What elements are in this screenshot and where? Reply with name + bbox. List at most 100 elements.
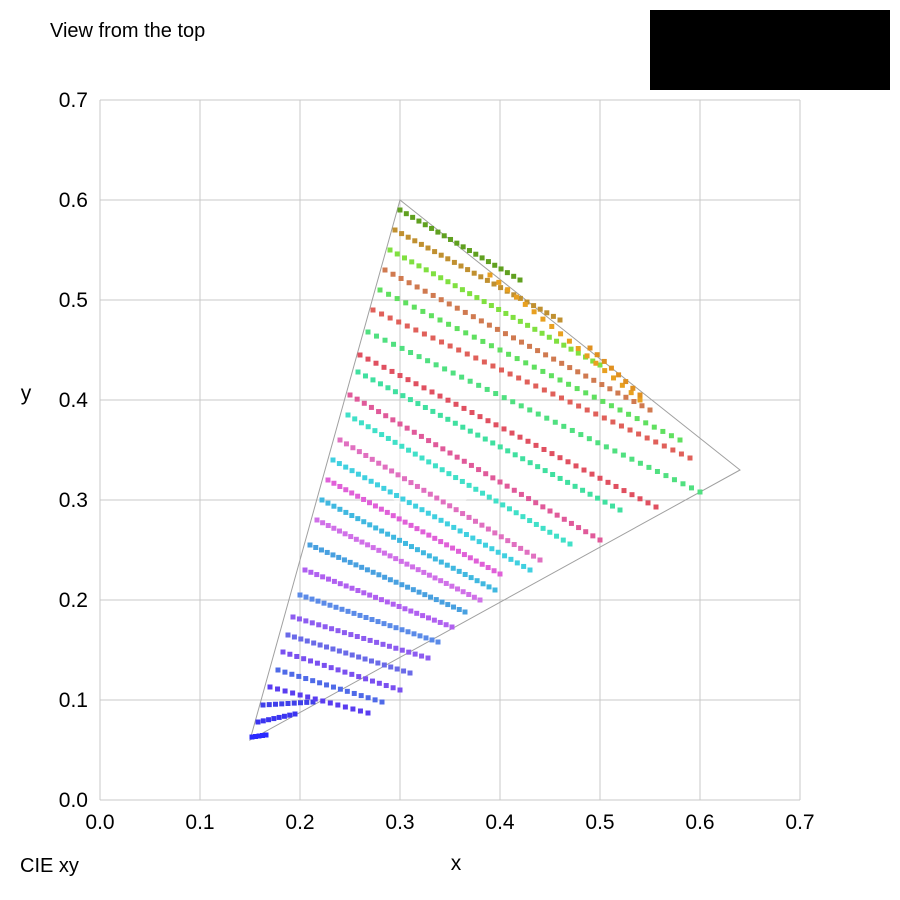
data-point bbox=[399, 627, 405, 633]
data-point bbox=[325, 523, 331, 529]
data-point bbox=[345, 412, 351, 418]
data-point bbox=[335, 667, 341, 673]
data-point bbox=[482, 436, 488, 442]
data-point bbox=[510, 314, 516, 320]
preview-thumbnail[interactable] bbox=[650, 10, 890, 90]
data-point bbox=[279, 701, 285, 707]
data-point bbox=[385, 435, 391, 441]
data-point bbox=[479, 255, 485, 261]
data-point bbox=[540, 316, 546, 322]
data-point bbox=[566, 381, 572, 387]
data-point bbox=[473, 486, 479, 492]
y-tick-label: 0.1 bbox=[59, 689, 88, 712]
data-point bbox=[471, 594, 477, 600]
data-point bbox=[608, 403, 614, 409]
data-point bbox=[290, 690, 296, 696]
data-point bbox=[398, 558, 404, 564]
data-point bbox=[404, 323, 410, 329]
data-point bbox=[513, 294, 519, 300]
data-point bbox=[506, 506, 512, 512]
data-point bbox=[281, 713, 287, 719]
data-point bbox=[390, 601, 396, 607]
data-point bbox=[558, 395, 564, 401]
data-point bbox=[466, 482, 472, 488]
data-point bbox=[445, 279, 451, 285]
data-point bbox=[394, 492, 400, 498]
data-point bbox=[500, 502, 506, 508]
data-point bbox=[501, 426, 507, 432]
data-point bbox=[539, 330, 545, 336]
data-point bbox=[599, 382, 605, 388]
data-point bbox=[320, 574, 326, 580]
data-point bbox=[291, 634, 297, 640]
data-point bbox=[361, 519, 367, 525]
data-point bbox=[405, 234, 411, 240]
data-point bbox=[423, 635, 429, 641]
data-point bbox=[426, 572, 432, 578]
y-axis-label: y bbox=[21, 382, 32, 405]
data-point bbox=[470, 314, 476, 320]
data-point bbox=[552, 419, 558, 425]
data-point bbox=[425, 245, 431, 251]
data-point bbox=[337, 686, 343, 692]
data-point bbox=[378, 597, 384, 603]
data-point bbox=[454, 240, 460, 246]
data-point bbox=[426, 553, 432, 559]
data-point bbox=[266, 717, 272, 723]
data-point bbox=[568, 520, 574, 526]
data-point bbox=[409, 259, 415, 265]
data-point bbox=[416, 263, 422, 269]
data-point bbox=[426, 532, 432, 538]
data-point bbox=[503, 310, 509, 316]
data-point bbox=[414, 483, 420, 489]
data-point bbox=[498, 266, 504, 272]
data-point bbox=[466, 514, 472, 520]
data-point bbox=[613, 483, 619, 489]
data-point bbox=[537, 557, 543, 563]
data-point bbox=[611, 375, 617, 381]
data-point bbox=[437, 317, 443, 323]
data-point bbox=[365, 329, 371, 335]
data-point bbox=[362, 656, 368, 662]
x-tick-label: 0.0 bbox=[85, 811, 114, 834]
data-point bbox=[321, 662, 327, 668]
data-point bbox=[348, 534, 354, 540]
data-point bbox=[456, 607, 462, 613]
data-point bbox=[275, 686, 281, 692]
data-point bbox=[583, 373, 589, 379]
data-point bbox=[382, 337, 388, 343]
data-point bbox=[331, 525, 337, 531]
caption-cie-xy: CIE xy bbox=[20, 855, 79, 877]
data-point bbox=[401, 668, 407, 674]
data-point bbox=[414, 526, 420, 532]
data-point bbox=[311, 640, 317, 646]
data-point bbox=[547, 508, 553, 514]
data-point bbox=[445, 256, 451, 262]
data-point bbox=[316, 622, 322, 628]
data-point bbox=[554, 338, 560, 344]
data-point bbox=[480, 490, 486, 496]
data-point bbox=[429, 389, 435, 395]
data-point bbox=[519, 339, 525, 345]
data-point bbox=[484, 386, 490, 392]
data-point bbox=[573, 463, 579, 469]
data-point bbox=[373, 525, 379, 531]
data-point bbox=[426, 438, 432, 444]
data-point bbox=[356, 449, 362, 455]
data-point bbox=[511, 273, 517, 279]
data-point bbox=[433, 597, 439, 603]
data-point bbox=[405, 377, 411, 383]
data-point bbox=[630, 385, 636, 391]
data-point bbox=[453, 507, 459, 513]
data-point bbox=[591, 377, 597, 383]
data-point bbox=[336, 648, 342, 654]
data-point bbox=[511, 487, 517, 493]
data-point bbox=[462, 309, 468, 315]
data-point bbox=[375, 619, 381, 625]
data-point bbox=[337, 437, 343, 443]
data-point bbox=[476, 467, 482, 473]
data-point bbox=[408, 608, 414, 614]
data-point bbox=[349, 671, 355, 677]
data-point bbox=[263, 732, 269, 738]
